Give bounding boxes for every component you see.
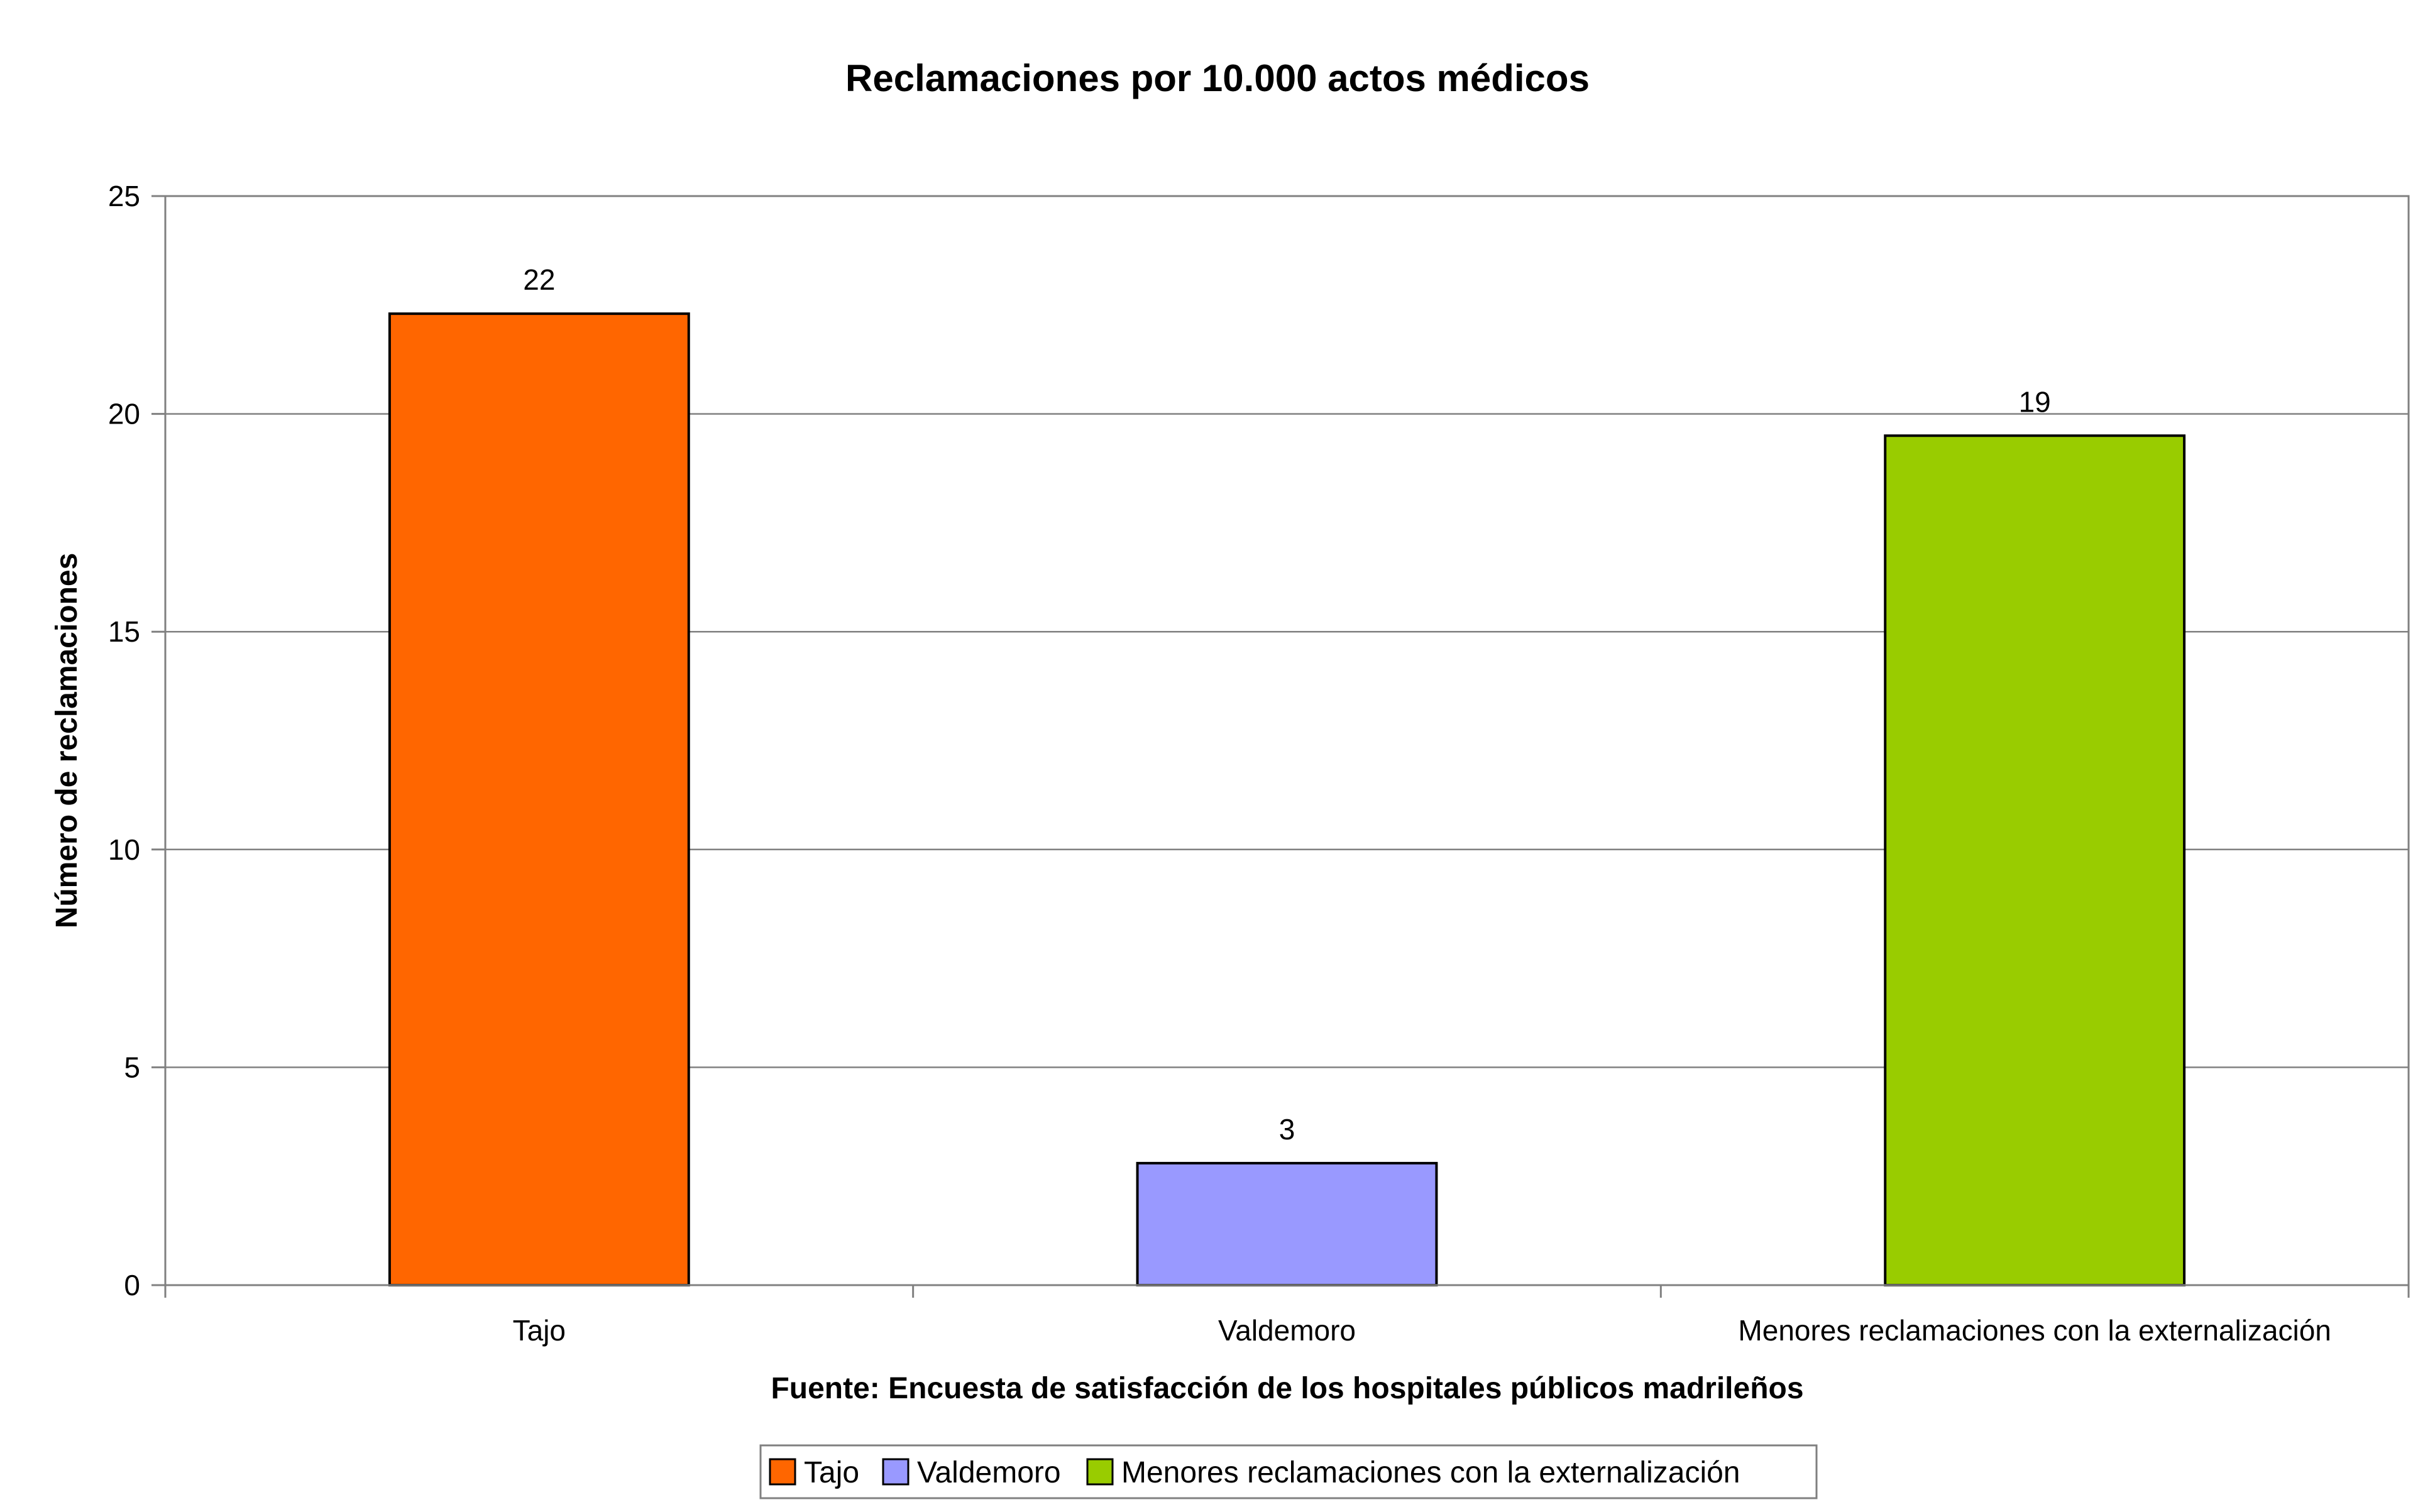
x-tick-labels: Tajo Valdemoro Menores reclamaciones con l… bbox=[513, 1314, 2331, 1347]
data-labels: 22 3 19 bbox=[523, 263, 2051, 1146]
axes bbox=[151, 195, 2410, 1298]
y-tick-label: 25 bbox=[108, 180, 140, 212]
y-axis-title: Número de reclamaciones bbox=[50, 553, 84, 929]
x-axis-title: Fuente: Encuesta de satisfacción de los … bbox=[771, 1372, 1803, 1405]
bar-valdemoro bbox=[1136, 1161, 1438, 1287]
bars bbox=[388, 312, 2186, 1287]
data-label: 22 bbox=[523, 263, 555, 296]
legend-swatch bbox=[1086, 1458, 1114, 1486]
plot-area: 0 5 10 15 20 25 Tajo Valdemoro Menores reclamac… bbox=[108, 180, 2410, 1347]
legend-label: Tajo bbox=[804, 1456, 859, 1489]
legend-box bbox=[759, 1444, 1818, 1499]
y-tick-label: 5 bbox=[124, 1051, 140, 1083]
x-tick-label: Tajo bbox=[513, 1314, 566, 1347]
legend-swatch bbox=[769, 1458, 796, 1486]
bar-tajo bbox=[388, 312, 690, 1287]
y-tick-labels: 0 5 10 15 20 25 bbox=[108, 180, 140, 1301]
chart-title: Reclamaciones por 10.000 actos médicos bbox=[845, 57, 1590, 99]
x-tick-label: Valdemoro bbox=[1218, 1314, 1356, 1347]
y-tick-label: 0 bbox=[124, 1269, 140, 1301]
y-tick-label: 10 bbox=[108, 833, 140, 866]
y-tick-label: 20 bbox=[108, 398, 140, 430]
x-tick-label: Menores reclamaciones con la externaliza… bbox=[1738, 1314, 2331, 1347]
legend: Tajo Valdemoro Menores reclamaciones con l… bbox=[759, 1444, 1818, 1499]
legend-label: Valdemoro bbox=[917, 1456, 1061, 1489]
legend-label: Menores reclamaciones con la externaliza… bbox=[1121, 1456, 1740, 1489]
bar-menores bbox=[1884, 434, 2186, 1286]
y-tick-label: 15 bbox=[108, 615, 140, 648]
data-label: 19 bbox=[2019, 385, 2051, 418]
data-label: 3 bbox=[1279, 1113, 1295, 1146]
legend-swatch bbox=[882, 1458, 910, 1486]
